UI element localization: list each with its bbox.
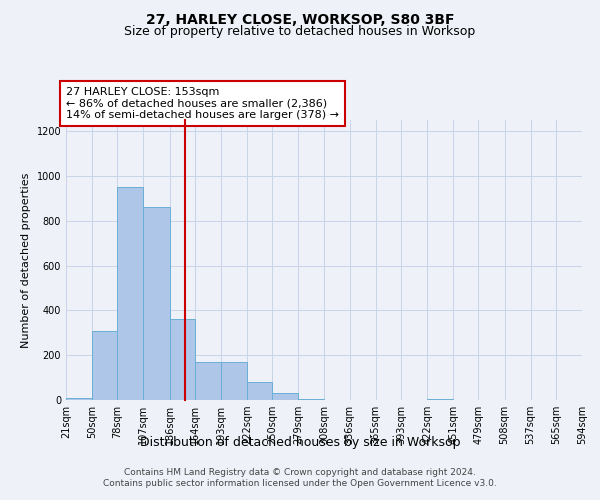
Bar (247, 382, 272, 400)
Text: Size of property relative to detached houses in Worksop: Size of property relative to detached ho… (124, 25, 476, 38)
Y-axis label: Number of detached properties: Number of detached properties (21, 172, 31, 348)
Bar (298, 399, 325, 400)
Bar (118, 187, 143, 400)
Bar (92, 330, 118, 400)
Bar (427, 399, 453, 400)
Text: 27, HARLEY CLOSE, WORKSOP, S80 3BF: 27, HARLEY CLOSE, WORKSOP, S80 3BF (146, 12, 454, 26)
Text: 27 HARLEY CLOSE: 153sqm
← 86% of detached houses are smaller (2,386)
14% of semi: 27 HARLEY CLOSE: 153sqm ← 86% of detache… (66, 87, 339, 120)
Bar (170, 320, 195, 400)
Bar (272, 394, 298, 400)
Text: Contains HM Land Registry data © Crown copyright and database right 2024.
Contai: Contains HM Land Registry data © Crown c… (103, 468, 497, 487)
Bar (66, 398, 92, 400)
Bar (195, 362, 221, 400)
Bar (143, 208, 170, 400)
Bar (221, 362, 247, 400)
Text: Distribution of detached houses by size in Worksop: Distribution of detached houses by size … (140, 436, 460, 449)
